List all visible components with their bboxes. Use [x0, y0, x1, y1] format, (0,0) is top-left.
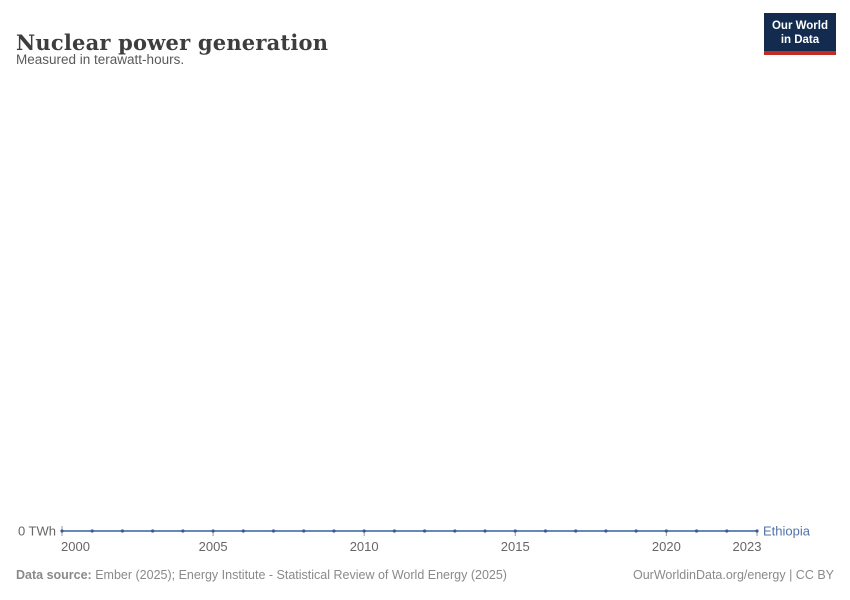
data-point: [181, 529, 185, 533]
data-point: [483, 529, 487, 533]
data-point: [332, 529, 336, 533]
data-point: [302, 529, 306, 533]
data-point: [241, 529, 245, 533]
data-point: [513, 529, 517, 533]
owid-url-license-link[interactable]: OurWorldinData.org/energy | CC BY: [632, 568, 834, 582]
data-point: [151, 529, 155, 533]
owid-logo-line2: in Data: [780, 34, 820, 46]
data-point: [271, 529, 276, 533]
data-point: [60, 529, 64, 533]
x-tick-label: 2020: [652, 539, 681, 554]
x-tick-label: 2005: [199, 539, 228, 554]
owid-logo[interactable]: Our World in Data: [763, 13, 836, 55]
x-tick-label: 2015: [501, 539, 530, 554]
data-point: [362, 529, 366, 533]
data-point: [120, 529, 125, 533]
data-point: [634, 529, 638, 533]
data-point: [90, 529, 94, 533]
x-tick-label: 2023: [733, 539, 762, 554]
data-point: [211, 529, 215, 533]
entity-label-ethiopia[interactable]: Ethiopia: [763, 524, 811, 539]
data-point: [423, 529, 427, 533]
data-point: [574, 529, 578, 533]
chart-footer: Data source: Ember (2025); Energy Instit…: [16, 568, 834, 582]
x-tick-label: 2010: [350, 539, 379, 554]
data-point: [453, 529, 457, 533]
data-point: [725, 529, 729, 533]
page-subtitle: Measured in terawatt-hours.: [16, 52, 185, 67]
data-source-note: Data source: Ember (2025); Energy Instit…: [16, 568, 507, 582]
data-point: [604, 529, 608, 533]
data-source-label: Data source:: [16, 568, 92, 582]
x-tick-label: 2000: [61, 539, 90, 554]
page-title: Nuclear power generation: [16, 30, 329, 56]
data-point: [392, 529, 396, 533]
data-point: [755, 529, 759, 533]
data-source-text: Ember (2025); Energy Institute - Statist…: [91, 568, 507, 582]
owid-logo-line1: Our World: [771, 20, 828, 32]
data-point: [543, 529, 548, 533]
y-axis-label: 0 TWh: [18, 524, 56, 539]
data-point: [694, 529, 699, 533]
data-point: [664, 529, 668, 533]
